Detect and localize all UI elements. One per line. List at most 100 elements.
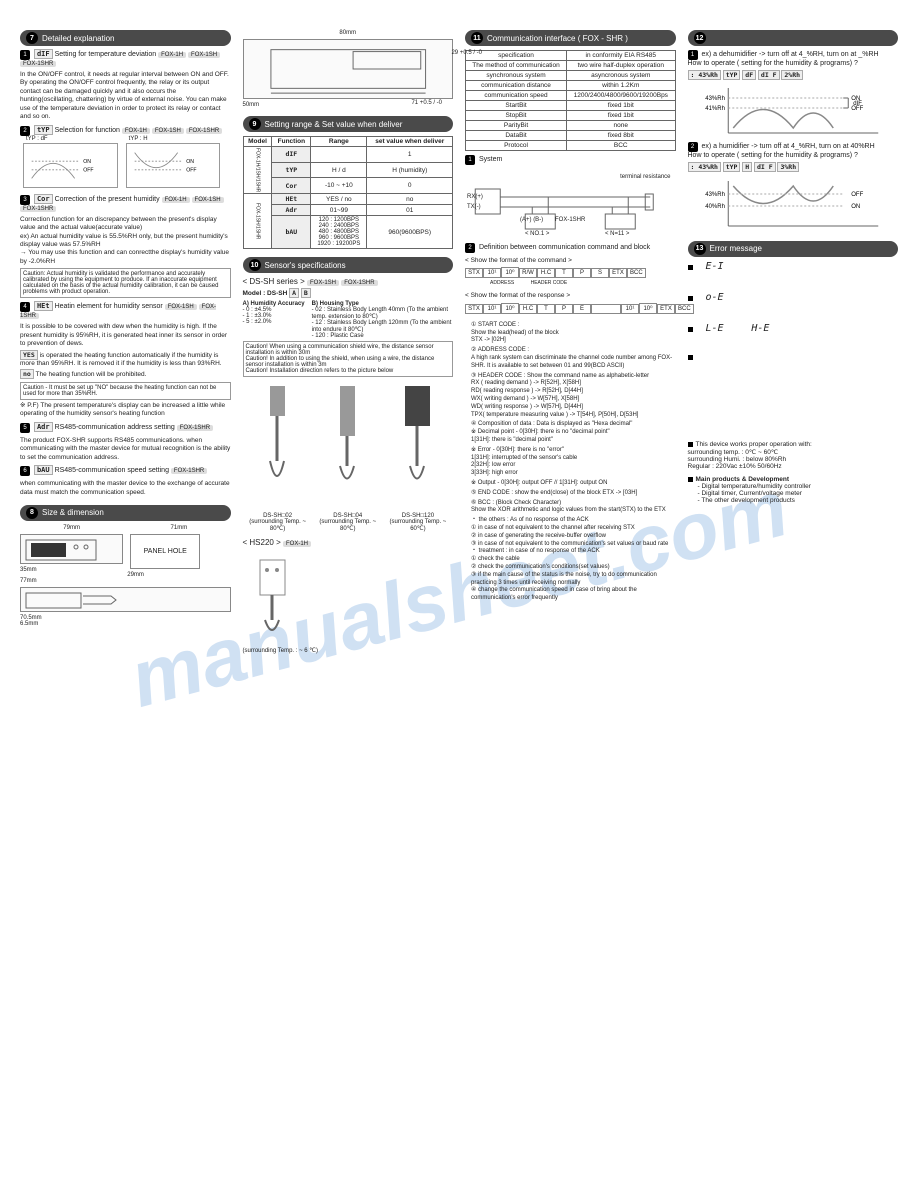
c11r6c0: StopBit: [466, 111, 567, 121]
cb8: ETX: [609, 268, 627, 278]
item4-caution: Caution - It must be set up "NO" because…: [20, 382, 231, 400]
sec11-title: Communication interface ( FOX - SHR ): [487, 34, 628, 43]
c11r1c1: two wire half-duplex operation: [567, 61, 675, 71]
item1: 1 dIF Setting for temperature deviation …: [20, 50, 231, 67]
sensor3: [390, 381, 445, 511]
th2: Range: [311, 137, 367, 147]
d-others: ・ the others : As of no response of the …: [471, 517, 676, 603]
item2: 2 tYP Selection for function FOX-1H FOX-…: [20, 126, 231, 136]
sec11-header: 11 Communication interface ( FOX - SHR ): [465, 30, 676, 46]
cmd-labels: ADDRESS HEADER CODE: [465, 280, 676, 286]
svg-text:ON: ON: [186, 159, 194, 165]
r3c1: HEt: [272, 194, 311, 205]
footer-works: This device works proper operation with:…: [688, 441, 812, 470]
rb12: ETX: [657, 304, 675, 314]
r4c2: 01~99: [311, 205, 367, 216]
dim-row1: 79mm 35mm 71mm PANEL HOLE 29mm: [20, 525, 231, 578]
item6-body: when communicating with the master devic…: [20, 480, 231, 497]
item3-body: Correction function for an discrepancy b…: [20, 216, 231, 267]
ex2: 2 ex) a humidifier -> turn off at 4_%RH,…: [688, 142, 899, 159]
d-comp: ④ Composition of data : Data is displaye…: [471, 421, 676, 444]
svg-text:OFF: OFF: [851, 192, 863, 198]
side-w: 77mm: [20, 578, 231, 584]
rb11: 10⁰: [639, 303, 657, 314]
item1-tag1: FOX-1SH: [188, 52, 220, 58]
r4c3: 01: [367, 205, 453, 216]
item3-tag1: FOX-1SH: [192, 197, 224, 203]
item3-caution: Caution: Actual humidity is validated th…: [20, 268, 231, 298]
item4-label: Heatin element for humidity sensor: [55, 303, 163, 310]
item4-tag0: FOX-1SH: [165, 304, 197, 310]
c11r1c0: The method of communication: [466, 61, 567, 71]
series1: < DS-SH series > FOX-1SH FOX-1SHR: [243, 277, 454, 286]
sec9-num: 9: [249, 118, 261, 130]
e1: E-I: [706, 261, 724, 272]
system-num: 1: [465, 155, 475, 165]
cb3: R/W: [519, 268, 537, 278]
item6: 6 bAU RS485-communication speed setting …: [20, 466, 231, 476]
sec9-title: Setting range & Set value when deliver: [265, 120, 403, 129]
e3: L-E: [706, 323, 724, 334]
cb0: STX: [465, 268, 483, 278]
item1-label: Setting for temperature deviation: [55, 51, 157, 58]
system-diagram: RX(+) TX(-) terminal resistance (A+) (B-…: [465, 169, 676, 239]
c11r3c1: within 1.2Km: [567, 81, 675, 91]
housingB: - 02 : Stainless Body Length 40mm (To th…: [312, 307, 453, 339]
system-header: 1 System: [465, 155, 676, 165]
s1-tag1: FOX-1SHR: [341, 280, 377, 286]
sec10-title: Sensor's specifications: [265, 261, 346, 270]
ex2-line: : 43%Rh tYP H dI F 3%Rh: [688, 163, 899, 172]
svg-text:40%Rh: 40%Rh: [705, 204, 725, 210]
d-start: ① START CODE : Show the lead(head) of th…: [471, 322, 676, 345]
s2-temp: (surrounding Temp. ~ 80℃): [313, 519, 383, 532]
c11r4c0: communication speed: [466, 91, 567, 101]
cb6: P: [573, 268, 591, 278]
rb7: [591, 304, 621, 314]
front-drawing: [20, 534, 123, 564]
panel-w: 71mm: [127, 525, 230, 531]
item1-body: In the ON/OFF control, it needs at regul…: [20, 71, 231, 122]
sec11-num: 11: [471, 32, 483, 44]
sec13-header: 13 Error message: [688, 241, 899, 257]
top-w: 80mm: [243, 30, 454, 36]
item2-tag2: FOX-1SHR: [186, 128, 222, 134]
err-list: E-I o-E L-E H-E: [688, 261, 899, 361]
sensor1: [250, 381, 305, 511]
r1c1: tYP: [272, 162, 311, 178]
c11r9c0: Protocol: [466, 141, 567, 151]
sec7-num: 7: [26, 32, 38, 44]
page-layout: 7 Detailed explanation 1 dIF Setting for…: [20, 30, 898, 654]
svg-text:OFF: OFF: [83, 167, 93, 173]
depth: 6.5mm: [20, 621, 231, 627]
column-2: 80mm 29 +0.5 / -0 71 +0.5 / -0 50mm 9 Se…: [243, 30, 454, 654]
d-header: ③ HEADER CODE : Show the command name as…: [471, 373, 676, 420]
item1-code: dIF: [34, 49, 53, 59]
item3-num: 3: [20, 195, 30, 205]
item3: 3 Cor Correction of the present humidity…: [20, 195, 231, 212]
item2-tag0: FOX-1H: [122, 128, 150, 134]
cb7: S: [591, 268, 609, 278]
n1: < NO.1 >: [525, 231, 549, 237]
cmd-boxes: STX10¹10⁰R/WH.CTPSETXBCC: [465, 267, 676, 278]
item3-label: Correction of the present humidity: [55, 196, 160, 203]
panel-h: 29mm: [127, 572, 230, 578]
item6-code: bAU: [34, 465, 53, 475]
d-output: ※ Output - 0[30H]: output OFF // 1[31H]:…: [471, 480, 676, 488]
th1: Function: [272, 137, 311, 147]
item2-code: tYP: [34, 125, 53, 135]
def-title: Definition between communication command…: [479, 244, 650, 251]
rb6: E: [573, 304, 591, 314]
r0c1: dIF: [272, 147, 311, 163]
c11r4c1: 1200/2400/4800/9600/19200Bps: [567, 91, 675, 101]
svg-text:ON: ON: [83, 159, 91, 165]
item5-num: 5: [20, 423, 30, 433]
ex2-graph: 43%Rh 40%Rh OFF ON: [688, 176, 899, 231]
c11r5c0: StartBit: [466, 101, 567, 111]
bullet-icon: [688, 477, 693, 482]
svg-text:OFF: OFF: [186, 167, 196, 173]
c11r7c1: none: [567, 121, 675, 131]
top-dim2: 71 +0.5 / -0: [411, 100, 442, 106]
item5-tag0: FOX-1SHR: [177, 425, 213, 431]
graph-h: ONOFF tYP : H: [126, 143, 221, 188]
g1-label: tYP : dF: [26, 136, 48, 142]
